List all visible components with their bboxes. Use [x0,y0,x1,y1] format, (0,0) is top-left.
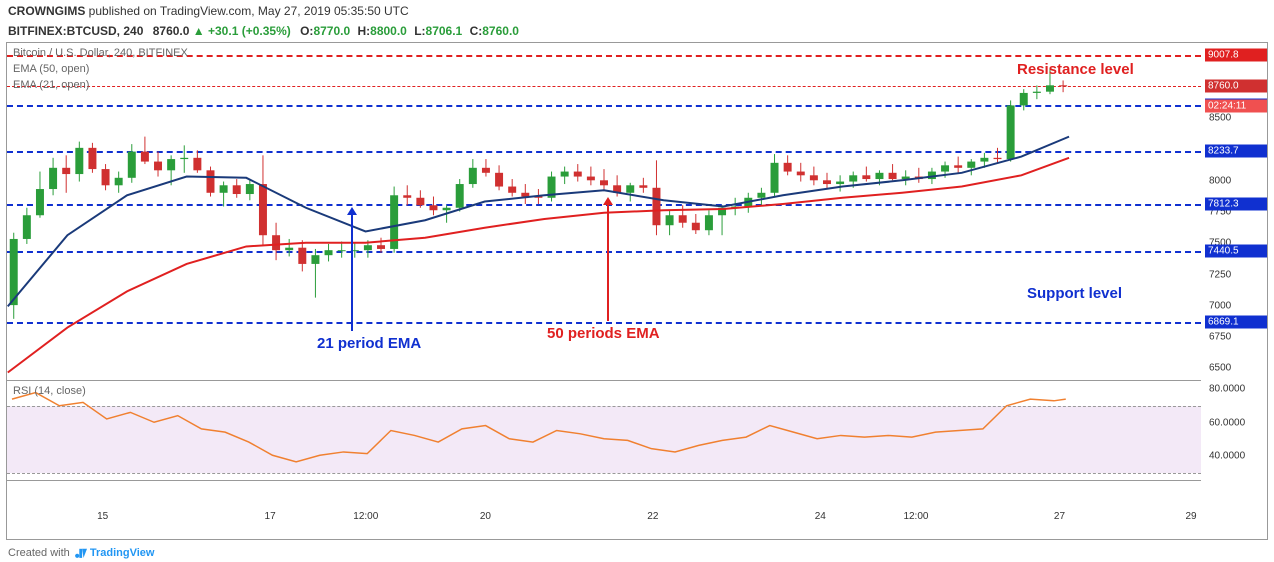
time-tick-label: 17 [265,511,276,522]
rsi-svg [7,381,1201,480]
ticker-change-pct: (+0.35%) [242,24,291,38]
time-tick-label: 29 [1185,511,1196,522]
ohlc-o-label: O: [300,24,313,38]
time-tick-label: 20 [480,511,491,522]
arrow-icon [351,215,353,331]
rsi-tick-label: 60.0000 [1205,417,1267,428]
price-marker: 7440.5 [1205,244,1267,257]
arrow-icon [607,205,609,321]
ohlc-h: 8800.0 [370,24,407,38]
time-axis: 15 17 12:00 20 22 24 12:00 27 29 [7,505,1201,539]
ohlc-l-label: L: [414,24,425,38]
ohlc-c: 8760.0 [482,24,519,38]
chart-annotation: 50 periods EMA [547,325,660,342]
ema21-label: EMA (21, open) [13,79,89,91]
footer: Created with TradingView [8,546,154,560]
price-tick-label: 6750 [1205,332,1267,343]
ohlc-h-label: H: [357,24,370,38]
price-marker: 9007.8 [1205,48,1267,61]
footer-brand: TradingView [90,547,155,559]
ohlc-l: 8706.1 [426,24,463,38]
rsi-axis: 40.0000 60.0000 80.0000 [1201,381,1267,481]
price-marker: 8233.7 [1205,145,1267,158]
price-tick-label: 6500 [1205,363,1267,374]
chart-title: Bitcoin / U.S. Dollar, 240, BITFINEX [13,47,188,59]
ticker-row: BITFINEX:BTCUSD, 240 8760.0 ▲ +30.1 (+0.… [0,22,1274,40]
ticker-interval: 240 [123,24,143,38]
price-marker: 8760.0 [1205,79,1267,92]
chart-container[interactable]: Bitcoin / U.S. Dollar, 240, BITFINEX EMA… [6,42,1268,540]
publish-header: CROWNGIMS published on TradingView.com, … [0,0,1274,22]
main-price-chart[interactable]: Bitcoin / U.S. Dollar, 240, BITFINEX EMA… [7,43,1201,381]
ema50-label: EMA (50, open) [13,63,89,75]
price-marker: 7812.3 [1205,198,1267,211]
rsi-label: RSI (14, close) [13,385,86,397]
published-text: published on TradingView.com, [89,4,255,18]
ticker-change: +30.1 [208,24,238,38]
price-tick-label: 7250 [1205,269,1267,280]
rsi-tick-label: 80.0000 [1205,384,1267,395]
chart-annotation: 21 period EMA [317,335,421,352]
time-tick-label: 12:00 [903,511,928,522]
footer-text: Created with [8,547,70,559]
price-tick-label: 7000 [1205,300,1267,311]
tradingview-icon [73,547,90,559]
chart-annotation: Support level [1027,285,1122,302]
price-marker: 6869.1 [1205,316,1267,329]
time-tick-label: 24 [815,511,826,522]
price-axis: 6500675070007250750077508000825085008750… [1201,43,1267,381]
rsi-tick-label: 40.0000 [1205,451,1267,462]
chart-annotation: Resistance level [1017,61,1134,78]
ticker-symbol: BITFINEX:BTCUSD [8,24,117,38]
countdown-marker: 02:24:11 [1205,99,1267,112]
time-tick-label: 22 [647,511,658,522]
ticker-last: 8760.0 [153,24,190,38]
time-tick-label: 27 [1054,511,1065,522]
rsi-chart[interactable]: RSI (14, close) [7,381,1201,481]
time-tick-label: 15 [97,511,108,522]
price-tick-label: 8000 [1205,175,1267,186]
ohlc-o: 8770.0 [313,24,350,38]
ohlc-c-label: C: [470,24,483,38]
time-tick-label: 12:00 [353,511,378,522]
author-name: CROWNGIMS [8,4,85,18]
price-tick-label: 8500 [1205,113,1267,124]
publish-timestamp: May 27, 2019 05:35:50 UTC [258,4,409,18]
